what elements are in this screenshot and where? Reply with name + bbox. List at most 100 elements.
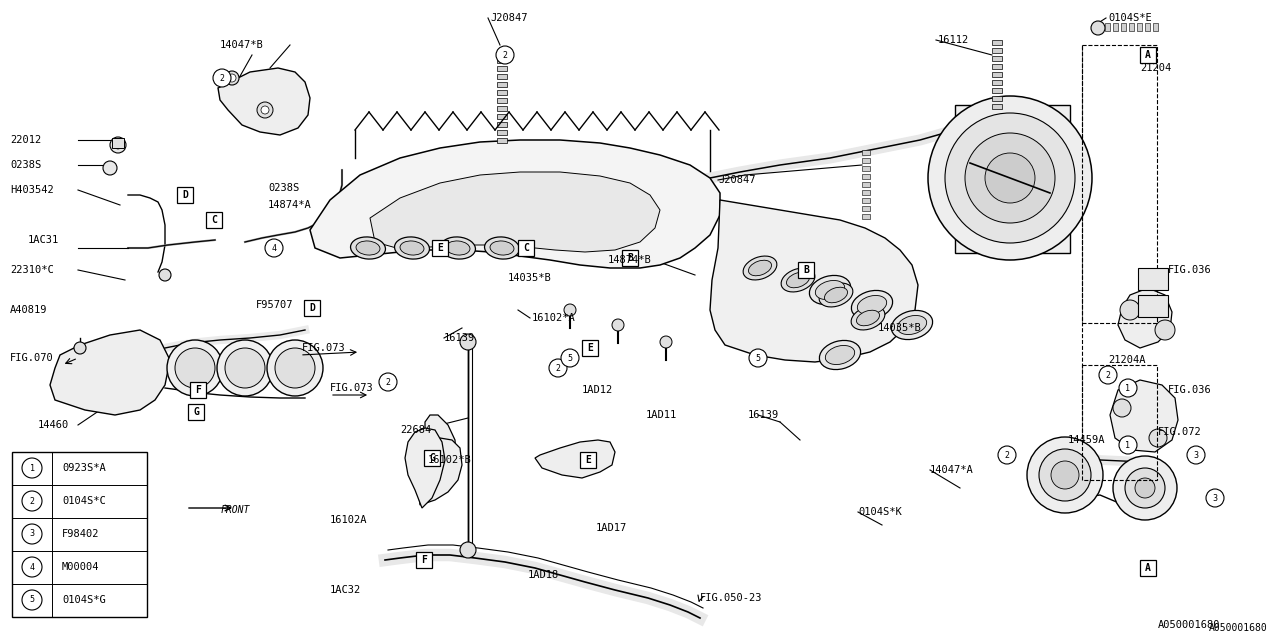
- Text: 5: 5: [755, 353, 760, 362]
- Bar: [861, 190, 870, 195]
- Bar: [992, 72, 1002, 77]
- Ellipse shape: [351, 237, 385, 259]
- Bar: [861, 158, 870, 163]
- Text: 0104S*G: 0104S*G: [61, 595, 106, 605]
- FancyBboxPatch shape: [1140, 560, 1156, 576]
- FancyBboxPatch shape: [416, 552, 431, 568]
- Circle shape: [228, 74, 236, 82]
- Bar: [1138, 268, 1169, 290]
- Bar: [1082, 45, 1157, 323]
- Ellipse shape: [858, 296, 887, 314]
- Bar: [497, 74, 507, 79]
- Bar: [1137, 23, 1142, 31]
- Ellipse shape: [819, 283, 852, 307]
- Ellipse shape: [891, 310, 933, 340]
- FancyBboxPatch shape: [424, 451, 440, 466]
- Polygon shape: [370, 172, 660, 252]
- Ellipse shape: [819, 340, 860, 369]
- Text: FIG.070: FIG.070: [10, 353, 54, 363]
- Text: A050001680: A050001680: [1157, 620, 1220, 630]
- Bar: [497, 90, 507, 95]
- Ellipse shape: [440, 237, 475, 259]
- FancyBboxPatch shape: [622, 250, 637, 266]
- Circle shape: [22, 557, 42, 577]
- Bar: [497, 114, 507, 119]
- Text: 1: 1: [29, 463, 35, 472]
- Text: 2: 2: [219, 74, 224, 83]
- Bar: [113, 138, 124, 148]
- Text: C: C: [211, 215, 216, 225]
- Text: 1: 1: [1125, 383, 1130, 392]
- Polygon shape: [415, 438, 462, 505]
- Text: 1AD18: 1AD18: [529, 570, 559, 580]
- Circle shape: [998, 446, 1016, 464]
- Bar: [1129, 23, 1134, 31]
- Text: 1AC31: 1AC31: [28, 235, 59, 245]
- Text: J20847: J20847: [490, 13, 527, 23]
- Text: A40819: A40819: [10, 305, 47, 315]
- Text: 22310*C: 22310*C: [10, 265, 54, 275]
- Circle shape: [612, 319, 625, 331]
- Circle shape: [1114, 456, 1178, 520]
- Circle shape: [261, 106, 269, 114]
- Text: 1AD12: 1AD12: [582, 385, 613, 395]
- Bar: [1153, 23, 1158, 31]
- Circle shape: [1119, 436, 1137, 454]
- Polygon shape: [710, 200, 918, 362]
- Circle shape: [22, 491, 42, 511]
- Circle shape: [1051, 461, 1079, 489]
- Bar: [497, 82, 507, 87]
- Bar: [861, 174, 870, 179]
- Text: B: B: [803, 265, 809, 275]
- Text: 14047*B: 14047*B: [220, 40, 264, 50]
- Text: 2: 2: [503, 51, 507, 60]
- Text: E: E: [588, 343, 593, 353]
- Circle shape: [22, 458, 42, 478]
- Circle shape: [749, 349, 767, 367]
- Bar: [497, 130, 507, 135]
- Text: 0104S*E: 0104S*E: [1108, 13, 1152, 23]
- Circle shape: [166, 340, 223, 396]
- Text: 4: 4: [29, 563, 35, 572]
- FancyBboxPatch shape: [799, 262, 814, 278]
- Circle shape: [460, 334, 476, 350]
- Text: FIG.073: FIG.073: [330, 383, 374, 393]
- Text: 14460: 14460: [38, 420, 69, 430]
- Text: FIG.036: FIG.036: [1169, 265, 1212, 275]
- Polygon shape: [218, 68, 310, 135]
- FancyBboxPatch shape: [518, 240, 534, 256]
- Text: 3: 3: [1212, 493, 1217, 502]
- Bar: [992, 40, 1002, 45]
- FancyBboxPatch shape: [178, 188, 193, 203]
- Text: 1AD11: 1AD11: [646, 410, 677, 420]
- Text: 14047*A: 14047*A: [931, 465, 974, 475]
- Ellipse shape: [786, 272, 809, 288]
- Text: B: B: [627, 253, 632, 263]
- Circle shape: [1135, 478, 1155, 498]
- Text: 16102A: 16102A: [330, 515, 367, 525]
- Text: FIG.073: FIG.073: [302, 343, 346, 353]
- Text: 22012: 22012: [10, 135, 41, 145]
- Bar: [992, 56, 1002, 61]
- Circle shape: [225, 348, 265, 388]
- Bar: [497, 50, 507, 55]
- Ellipse shape: [445, 241, 470, 255]
- Circle shape: [110, 137, 125, 153]
- Text: 3: 3: [1193, 451, 1198, 460]
- Text: 2: 2: [556, 364, 561, 372]
- Ellipse shape: [781, 268, 815, 292]
- Bar: [861, 182, 870, 187]
- Text: C: C: [524, 243, 529, 253]
- Ellipse shape: [490, 241, 515, 255]
- Text: D: D: [182, 190, 188, 200]
- Circle shape: [265, 239, 283, 257]
- Text: 21204A: 21204A: [1108, 355, 1146, 365]
- Ellipse shape: [356, 241, 380, 255]
- Bar: [497, 98, 507, 103]
- Circle shape: [218, 340, 273, 396]
- Circle shape: [22, 590, 42, 610]
- Text: FIG.072: FIG.072: [1158, 427, 1202, 437]
- FancyBboxPatch shape: [305, 300, 320, 316]
- Text: 2: 2: [29, 497, 35, 506]
- Circle shape: [1120, 300, 1140, 320]
